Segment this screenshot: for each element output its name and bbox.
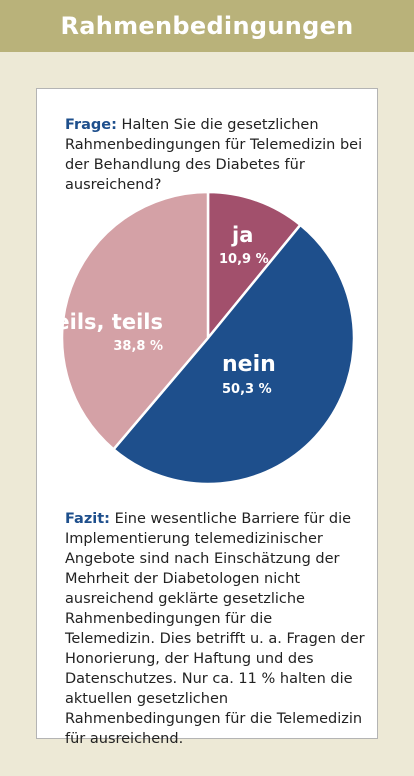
slice-label-0: ja — [231, 223, 253, 247]
question-text: Frage: Halten Sie die gesetzlichen Rahme… — [65, 115, 365, 195]
pie-slice-teils-teils — [60, 190, 210, 452]
pie-slice-ja — [206, 190, 303, 342]
conclusion-text: Fazit: Eine wesentliche Barriere für die… — [65, 509, 365, 749]
slice-value-2: 38,8 % — [113, 339, 163, 354]
conclusion-body: Eine wesentliche Barriere für die Implem… — [65, 511, 365, 747]
conclusion-label: Fazit: — [65, 511, 110, 527]
page-title: Rahmenbedingungen — [60, 12, 354, 40]
pie-chart: ja 10,9 % nein 50,3 % teils, teils 38,8 % — [45, 190, 356, 486]
question-label: Frage: — [65, 117, 117, 133]
question-body: Halten Sie die gesetzlichen Rahmenbeding… — [65, 117, 363, 193]
header-bar: Rahmenbedingungen — [0, 0, 414, 52]
slice-label-1: nein — [222, 352, 276, 377]
slice-label-2: teils, teils — [45, 310, 163, 334]
slice-value-1: 50,3 % — [222, 382, 272, 397]
slice-value-0: 10,9 % — [219, 252, 269, 267]
pie-slice-nein — [111, 223, 356, 486]
survey-card: Frage: Halten Sie die gesetzlichen Rahme… — [36, 88, 378, 747]
